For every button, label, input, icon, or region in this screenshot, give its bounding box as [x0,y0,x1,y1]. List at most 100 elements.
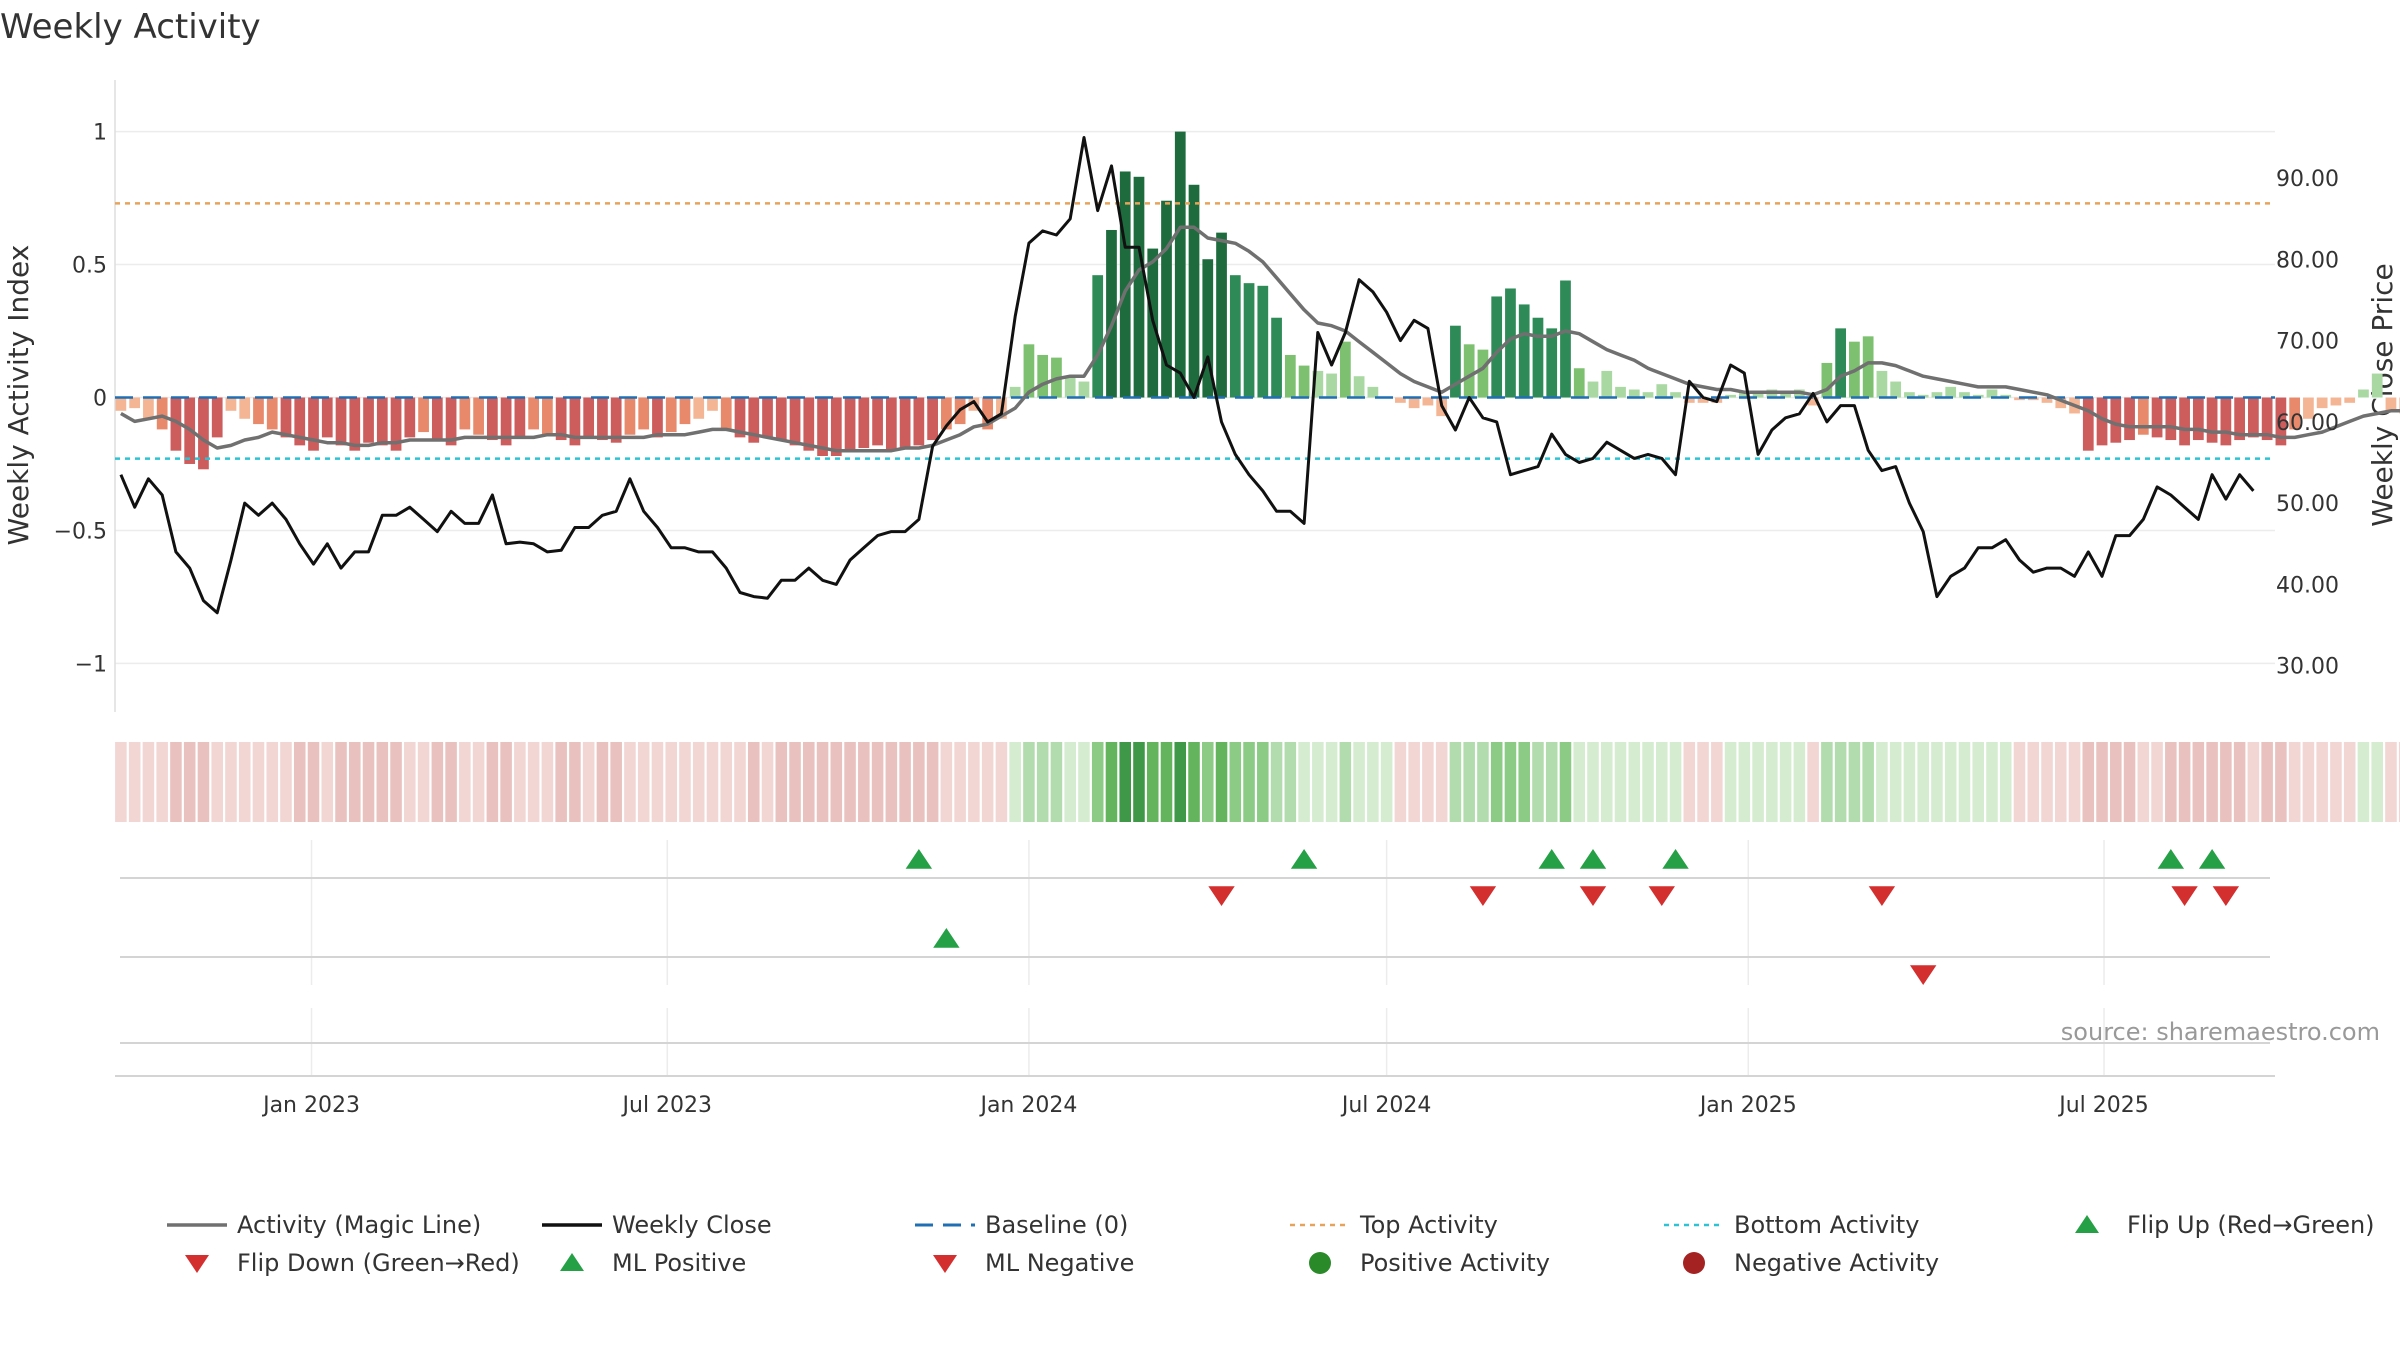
legend-swatch [2075,1215,2099,1233]
activity-bar [789,397,801,446]
activity-bar [1670,392,1681,398]
activity-bar [2027,397,2039,401]
activity-bar [514,397,526,438]
band-cell [238,742,251,822]
band-cell [1545,742,1558,822]
band-cell [472,742,485,822]
activity-bar [1518,304,1530,398]
signal-down-marker [1909,965,1937,985]
band-cell [431,742,444,822]
band-cell [1917,742,1929,822]
band-cell [1834,742,1847,822]
band-cell [197,742,210,822]
activity-bar [418,397,429,433]
band-cell [225,742,237,822]
activity-bar [1780,392,1791,398]
band-cell [266,742,279,822]
tick-labels: 1 0.5 0 −0.5 −1 90.00 80.00 70.00 60.00 50.00 40.0… [54,121,2339,1118]
band-cell [321,742,334,822]
band-cell [293,742,306,822]
band-cell [1312,742,1324,822]
band-cell [2343,742,2356,822]
activity-bar [1078,381,1090,398]
band-cell [1848,742,1861,822]
activity-bar [982,397,994,430]
band-cell [830,742,843,822]
activity-bar [2316,397,2328,409]
signal-down-marker [1208,886,1235,906]
activity-bar [583,397,595,438]
band-cell [2247,742,2260,822]
legend-label: Weekly Close [612,1211,772,1239]
band-cell [747,742,760,822]
activity-bar [2151,397,2163,438]
band-cell [1394,742,1407,822]
activity-bar [1683,397,1695,403]
activity-bar [2124,397,2135,441]
band-cell [1986,742,1998,822]
band-cell [2178,742,2191,822]
band-cell [706,742,719,822]
activity-bar [1161,200,1172,398]
activity-bar [390,397,402,451]
x-tick-label: Jan 2024 [978,1093,1077,1118]
activity-bar [211,397,223,438]
y-tick-label: −0.5 [54,519,107,544]
band-cell [445,742,457,822]
activity-bar [2289,397,2301,430]
activity-bar [762,397,773,438]
band-cell [1724,742,1737,822]
activity-bar [1697,397,1709,403]
band-cell [871,742,884,822]
band-cell [1821,742,1833,822]
band-cell [1174,742,1187,822]
activity-bar [775,397,787,441]
activity-bar [1133,176,1145,398]
activity-bar [156,397,168,430]
band-cell [1683,742,1696,822]
band-cell [954,742,966,822]
band-cell [1422,742,1434,822]
band-cell [1807,742,1819,822]
band-cell [1477,742,1489,822]
band-cell [1091,742,1104,822]
activity-bar [2096,397,2108,446]
activity-bar [1904,392,1915,398]
band-cell [500,742,512,822]
band-cell [1435,742,1448,822]
band-cell [1490,742,1503,822]
activity-bar [2275,397,2287,446]
activity-bar [2248,397,2259,438]
band-cell [885,742,898,822]
band-cell [2233,742,2246,822]
activity-bar [2206,397,2218,443]
activity-bar [858,397,870,449]
activity-bar [1463,344,1475,398]
band-cell [1738,742,1751,822]
activity-bar [2358,389,2369,398]
activity-bar [817,397,828,456]
activity-bar [1174,131,1186,398]
band-cell [968,742,980,822]
activity-bar [1615,386,1626,398]
band-cell [2220,742,2232,822]
activity-bar [1725,394,1736,398]
activity-bar [2303,397,2314,419]
activity-bar [239,397,251,419]
band-cell [362,742,375,822]
activity-bar [1271,317,1282,398]
activity-bar [734,397,746,438]
signal-down-marker [2212,886,2240,906]
activity-bar [2082,397,2094,451]
activity-bar [2220,397,2232,446]
x-tick-label: Jan 2025 [1698,1093,1797,1118]
band-cell [1036,742,1049,822]
band-cell [899,742,911,822]
band-cell [541,742,554,822]
activity-bar [2234,397,2245,441]
legend-swatch [1683,1252,1705,1274]
activity-bar [129,397,141,409]
band-cell [142,742,155,822]
